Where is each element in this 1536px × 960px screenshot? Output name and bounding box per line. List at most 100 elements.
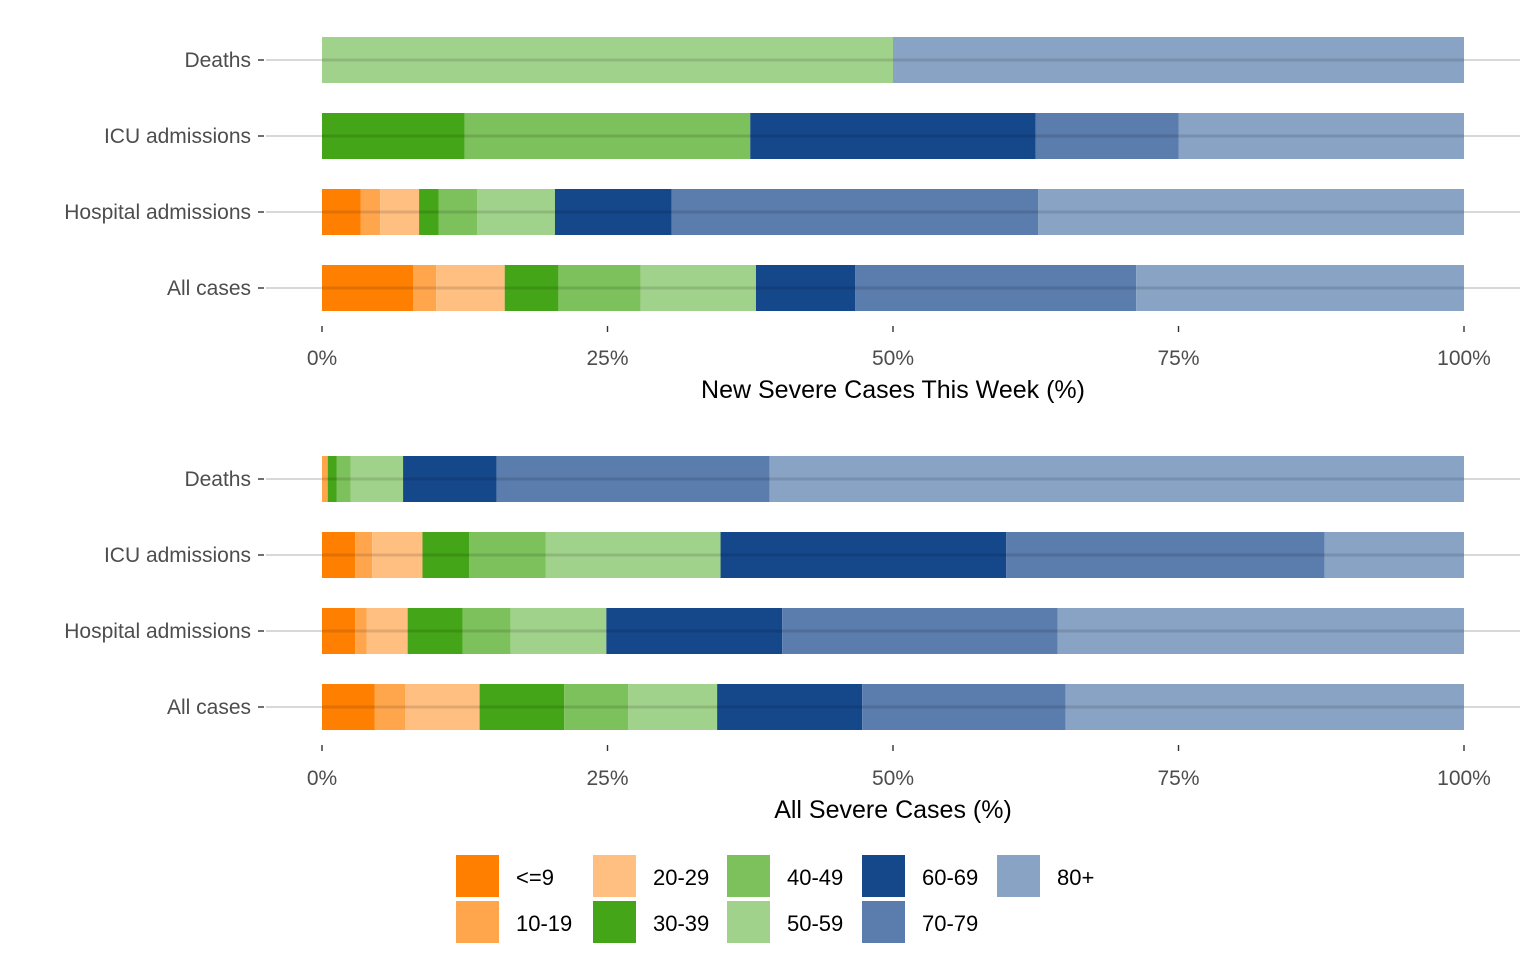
legend-label: 40-49 — [787, 865, 843, 890]
legend-item: 20-29 — [593, 855, 709, 897]
x-tick-label: 25% — [586, 347, 628, 370]
bar-segment-5059 — [350, 456, 404, 502]
x-tick-label: 50% — [872, 767, 914, 790]
legend-swatch — [997, 855, 1040, 897]
bar-segment-7079 — [1006, 532, 1325, 578]
bar-segment-7079 — [496, 456, 770, 502]
bar-segment-3039 — [419, 189, 439, 235]
bar-segment-6069 — [720, 532, 1007, 578]
legend-item: 60-69 — [862, 855, 978, 897]
legend-swatch — [593, 855, 636, 897]
bar-segment-6069 — [403, 456, 497, 502]
bar-segment-4049 — [462, 608, 511, 654]
bar-segment-5059 — [640, 265, 756, 311]
bar-segment-7079 — [1035, 113, 1179, 159]
bar-segment-3039 — [504, 265, 559, 311]
legend-item: <=9 — [456, 855, 554, 897]
y-tick-label: All cases — [167, 277, 251, 300]
y-tick-label: Deaths — [184, 49, 251, 72]
panel-1: Deaths ICU admissions Hospital admissions A… — [64, 37, 1520, 404]
bar-segment-80 — [1136, 265, 1464, 311]
bar-segment-7079 — [855, 265, 1137, 311]
y-tick-label: Hospital admissions — [64, 620, 251, 643]
bar-segment-9 — [322, 265, 414, 311]
bar-segment-2029 — [372, 532, 423, 578]
bar-segment-1019 — [322, 456, 328, 502]
legend-label: 60-69 — [922, 865, 978, 890]
legend-item: 40-49 — [727, 855, 843, 897]
bar-segment-80 — [1057, 608, 1464, 654]
legend-swatch — [593, 901, 636, 943]
y-tick-label: ICU admissions — [104, 544, 251, 567]
bar-segment-3039 — [479, 684, 565, 730]
bar-segment-9 — [322, 532, 356, 578]
legend-item: 70-79 — [862, 901, 978, 943]
x-tick-label: 75% — [1157, 347, 1199, 370]
panel-2: Deaths ICU admissions Hospital admissions A… — [64, 456, 1520, 824]
bar-segment-3039 — [327, 456, 337, 502]
legend-label: 30-39 — [653, 911, 709, 936]
legend-label: 70-79 — [922, 911, 978, 936]
bar-segment-4049 — [464, 113, 751, 159]
bar-segment-7079 — [671, 189, 1039, 235]
bar-segment-4049 — [469, 532, 546, 578]
x-tick-label: 0% — [307, 347, 337, 370]
bar-segment-9 — [322, 189, 361, 235]
bar-segment-2029 — [436, 265, 505, 311]
bar-segment-4049 — [438, 189, 478, 235]
bar-segment-1019 — [355, 532, 373, 578]
bar-segment-3039 — [322, 113, 465, 159]
bar-segment-80 — [1324, 532, 1464, 578]
bar-segment-4049 — [564, 684, 629, 730]
legend-label: 20-29 — [653, 865, 709, 890]
bar-segment-9 — [322, 684, 375, 730]
legend-swatch — [456, 855, 499, 897]
x-tick-label: 0% — [307, 767, 337, 790]
bar-segment-5059 — [628, 684, 718, 730]
bar-segment-5059 — [545, 532, 721, 578]
bar-segment-5059 — [477, 189, 555, 235]
y-tick-label: Deaths — [184, 468, 251, 491]
bar-segment-6069 — [750, 113, 1036, 159]
legend-item: 80+ — [997, 855, 1094, 897]
bar-segment-6069 — [606, 608, 783, 654]
x-axis-title: New Severe Cases This Week (%) — [701, 376, 1085, 404]
bar-segment-80 — [769, 456, 1464, 502]
x-tick-label: 50% — [872, 347, 914, 370]
legend-item: 10-19 — [456, 901, 572, 943]
legend-label: 10-19 — [516, 911, 572, 936]
legend-item: 30-39 — [593, 901, 709, 943]
bar-segment-6069 — [554, 189, 672, 235]
bar-segment-1019 — [374, 684, 406, 730]
bar-segment-80 — [1038, 189, 1464, 235]
x-axis-title: All Severe Cases (%) — [774, 796, 1012, 824]
bar-segment-5059 — [510, 608, 607, 654]
bar-segment-3039 — [422, 532, 470, 578]
bar-segment-7079 — [862, 684, 1066, 730]
bar-segment-4049 — [336, 456, 351, 502]
bar-segment-6069 — [717, 684, 863, 730]
legend-swatch — [727, 855, 770, 897]
bar-segment-80 — [1178, 113, 1464, 159]
bar-segment-3039 — [407, 608, 463, 654]
y-tick-label: ICU admissions — [104, 125, 251, 148]
bar-segment-5059 — [322, 37, 893, 83]
bar-segment-2029 — [380, 189, 420, 235]
x-tick-label: 100% — [1437, 347, 1491, 370]
bar-segment-9 — [322, 608, 356, 654]
bar-segment-80 — [1065, 684, 1464, 730]
legend-swatch — [862, 855, 905, 897]
y-tick-label: Hospital admissions — [64, 201, 251, 224]
bar-segment-6069 — [755, 265, 856, 311]
legend-label: 50-59 — [787, 911, 843, 936]
legend-swatch — [456, 901, 499, 943]
x-tick-label: 100% — [1437, 767, 1491, 790]
y-tick-label: All cases — [167, 696, 251, 719]
bar-segment-1019 — [355, 608, 367, 654]
legend-swatch — [727, 901, 770, 943]
x-tick-label: 75% — [1157, 767, 1199, 790]
bar-segment-80 — [893, 37, 1464, 83]
bar-segment-2029 — [405, 684, 480, 730]
legend-label: <=9 — [516, 865, 554, 890]
